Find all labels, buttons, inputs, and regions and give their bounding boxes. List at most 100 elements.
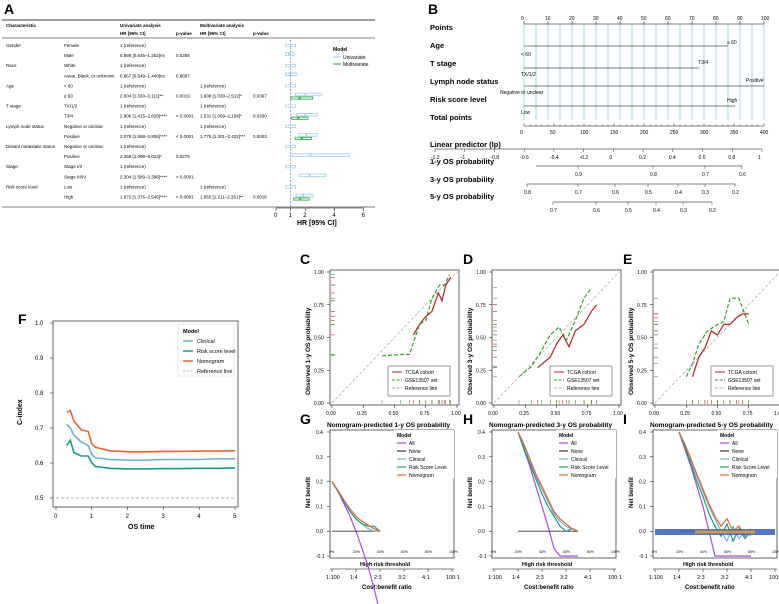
calibration-y-tick-label: 0.75 <box>476 303 486 309</box>
nomogram-points-tick-label: 70 <box>689 16 695 22</box>
forest-uni-point <box>302 194 305 197</box>
nomogram-total-tick-label: 350 <box>730 130 739 136</box>
nomogram-lp-tick-label: 0.2 <box>639 155 646 161</box>
forest-row-multi-hr: 1.655 [1.211–2.261]** <box>200 195 243 200</box>
forest-row-uni-hr: 1 (reference) <box>120 164 146 169</box>
dca-cost-tick-label: 1:100 <box>649 575 663 581</box>
forest-x-tick-label: 1 <box>289 213 293 219</box>
forest-row-uni-p: 0.5255 <box>176 53 190 58</box>
dca-series-line <box>331 481 380 532</box>
calibration-y-tick-label: 0.00 <box>314 401 324 407</box>
forest-uni-ci <box>298 173 327 178</box>
cindex-x-tick-label: 4 <box>197 514 201 520</box>
dca-legend-label: Nomogram <box>409 473 434 479</box>
dca-legend-label: Nomogram <box>571 473 596 479</box>
dca-legend-title: Model <box>397 433 412 439</box>
cindex-legend-label: Reference line <box>197 369 232 375</box>
forest-uni-ci <box>285 72 298 77</box>
dca-cost-xlabel: Cost:benefit ratio <box>524 585 574 591</box>
forest-row-level: T3/4 <box>64 114 74 119</box>
forest-x-tick-label: 4 <box>332 213 336 219</box>
forest-row-level: Positive <box>64 154 80 159</box>
forest-uni-point <box>304 93 307 96</box>
nomogram-age-low: < 60 <box>521 52 531 58</box>
forest-row-uni-hr: 1 (reference) <box>120 184 146 189</box>
calibration-x-tick-label: 0.75 <box>420 411 430 417</box>
forest-multi-point <box>299 197 302 201</box>
cindex-frame <box>52 320 239 508</box>
forest-row-group: Risk score level <box>6 184 38 189</box>
nomogram-total-tick-label: 50 <box>550 130 556 136</box>
dca-legend-box <box>394 430 454 478</box>
dca-y-tick-label: 0.0 <box>478 529 485 535</box>
cindex-y-tick-label: 0.8 <box>35 391 44 397</box>
calibration-ylabel: Observed 5-y OS probability <box>628 307 635 395</box>
panel-label-g: G <box>300 411 311 427</box>
forest-header-uni-hr: HR [95% CI] <box>120 31 146 36</box>
dca-inner-x-tick-label: 0% <box>652 550 657 554</box>
forest-row-level: TX/1/2 <box>64 104 78 109</box>
nomogram-os3-tick-label: 0.4 <box>675 190 682 196</box>
nomogram-points-tick-label: 60 <box>665 16 671 22</box>
nomogram-os5-tick-label: 0.3 <box>680 208 687 214</box>
calibration-reference-line <box>654 272 779 404</box>
nomogram-points-tick-label: 10 <box>545 16 551 22</box>
forest-row-multi-hr: 1.531 [1.069–2.194]* <box>200 114 242 119</box>
calibration-y-tick-label: 0.25 <box>314 368 324 374</box>
dca-legend-box <box>556 430 616 478</box>
dca-series-line <box>517 431 579 532</box>
panel-label-d: D <box>463 251 473 267</box>
forest-reference-marker <box>285 185 297 189</box>
dca-inner-x-tick-label: 80% <box>748 550 755 554</box>
forest-reference-marker <box>285 64 297 68</box>
panel-label-f: F <box>18 311 27 327</box>
dca-legend-label: Risk Score Level <box>571 465 609 471</box>
calibration-y-tick-label: 0.75 <box>637 303 647 309</box>
nomogram-row-label: Risk score level <box>430 95 487 104</box>
dca-y-tick-label: 0.4 <box>478 430 485 436</box>
forest-row-group: Stage <box>6 164 18 169</box>
cindex-y-tick-label: 0.7 <box>35 426 44 432</box>
forest-row-level: Negative or unclear <box>64 124 104 129</box>
forest-header-characteristic: Characteristic <box>6 23 37 28</box>
cindex-y-tick-label: 0.5 <box>35 496 44 502</box>
dca-series-line <box>517 431 579 532</box>
dca-plot-3y: 0.4 0.3 0.2 0.1 0.0 -0.1 0% 20% 40% 60% 80% 100% Hig… <box>468 429 622 591</box>
forest-x-tick-label: 6 <box>362 213 366 219</box>
dca-legend-label: None <box>732 449 744 455</box>
cindex-series-line <box>66 423 235 461</box>
dca-y-tick-label: -0.1 <box>478 554 487 560</box>
dca-series-line <box>331 481 381 532</box>
nomogram-lymph-low: Negative or unclear <box>500 90 544 96</box>
dca-frame <box>652 429 778 559</box>
forest-row-group: Distant metastatic status <box>6 144 56 149</box>
calibration-ylabel: Observed 1-y OS probability <box>305 307 312 395</box>
nomogram-total-tick-label: 250 <box>670 130 679 136</box>
dca-y-tick-label: 0.1 <box>639 504 646 510</box>
dca-cost-tick-label: 100:1 <box>608 575 622 581</box>
calibration-plot-5y: 0.000.00 0.25 0.25 0.50 0.50 0.75 0.75 1.00 1.00… <box>628 269 779 429</box>
forest-row-uni-hr: 1 (reference) <box>120 104 146 109</box>
dca-series-line <box>331 481 381 532</box>
forest-multi-ci <box>294 136 312 140</box>
dca-xlabel: High risk threshold <box>522 562 572 568</box>
cindex-y-tick-label: 1.0 <box>35 321 44 327</box>
calibration-y-tick-label: 0.00 <box>476 401 486 407</box>
calibration-xlabel: Nomogram-predicted 1-y OS probability <box>327 422 451 429</box>
cindex-series-line <box>66 438 236 470</box>
forest-reference-marker <box>285 84 297 88</box>
dca-cost-tick-label: 4:1 <box>745 575 753 581</box>
forest-header-uni-p: p-value <box>176 31 192 36</box>
nomogram-os3-tick-label: 0.3 <box>702 190 709 196</box>
dca-inner-x-tick-label: 20% <box>676 550 683 554</box>
dca-inner-x-tick-label: 100% <box>449 550 458 554</box>
dca-legend-label: None <box>409 449 421 455</box>
dca-cost-tick-label: 1:4 <box>512 575 520 581</box>
forest-row-uni-p: 0.0275 <box>176 154 190 159</box>
forest-uni-point <box>308 174 311 177</box>
forest-multi-ci <box>290 96 314 100</box>
forest-row-multi-hr: 1 (reference) <box>200 124 226 129</box>
calibration-ylabel: Observed 3-y OS probability <box>467 307 474 395</box>
forest-row-uni-p: < 0.0001 <box>176 195 194 200</box>
